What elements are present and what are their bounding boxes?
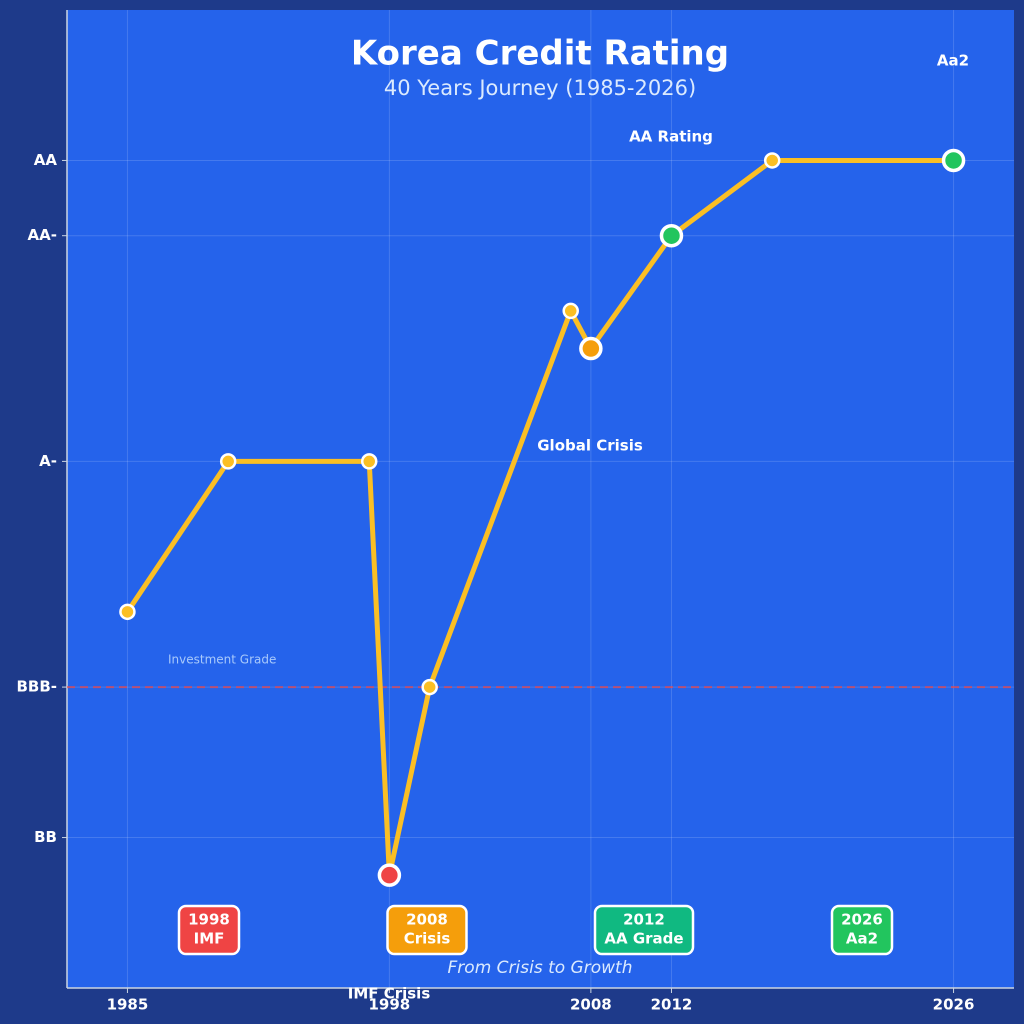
badge (830, 904, 894, 956)
caption: From Crisis to Growth (448, 958, 633, 978)
reference-label: Investment Grade (168, 653, 276, 667)
badge-label: 2012 (623, 911, 665, 929)
annotation: Global Crisis (537, 437, 643, 455)
marker (941, 148, 966, 173)
chart-subtitle: 40 Years Journey (1985-2026) (384, 76, 696, 100)
badge (177, 904, 241, 956)
plot-area (67, 10, 1014, 988)
x-tick-label: 1998 (369, 996, 411, 1014)
chart-title: Korea Credit Rating (351, 34, 729, 74)
badge-label: 1998 (188, 911, 230, 929)
badge-label: 2008 (406, 911, 448, 929)
marker (421, 678, 438, 696)
badge-label: AA Grade (604, 930, 683, 948)
badge-label: IMF (194, 930, 225, 948)
badge (386, 904, 468, 956)
marker (562, 302, 579, 320)
badge-label: Aa2 (846, 930, 878, 948)
marker (377, 863, 402, 887)
marker (360, 453, 378, 470)
marker (763, 152, 781, 169)
y-tick-label: AA (34, 151, 58, 169)
x-tick-label: 1985 (107, 996, 149, 1014)
marker (659, 223, 684, 248)
x-tick-label: 2012 (651, 996, 693, 1014)
marker (219, 453, 237, 470)
y-tick-label: BBB- (16, 678, 57, 696)
annotation: AA Rating (629, 128, 713, 146)
x-tick-label: 2026 (933, 996, 975, 1014)
badge (593, 904, 695, 956)
badge-label: Crisis (404, 930, 451, 948)
y-tick-label: AA- (28, 226, 57, 244)
annotation: IMF Crisis (348, 985, 431, 1003)
y-tick-label: BB (34, 828, 57, 846)
x-tick-label: 2008 (570, 996, 612, 1014)
line (125, 157, 954, 878)
y-tick-label: A- (39, 452, 57, 470)
badge-label: 2026 (841, 911, 883, 929)
annotation: Aa2 (937, 52, 969, 70)
marker (579, 336, 603, 361)
marker (119, 603, 136, 621)
